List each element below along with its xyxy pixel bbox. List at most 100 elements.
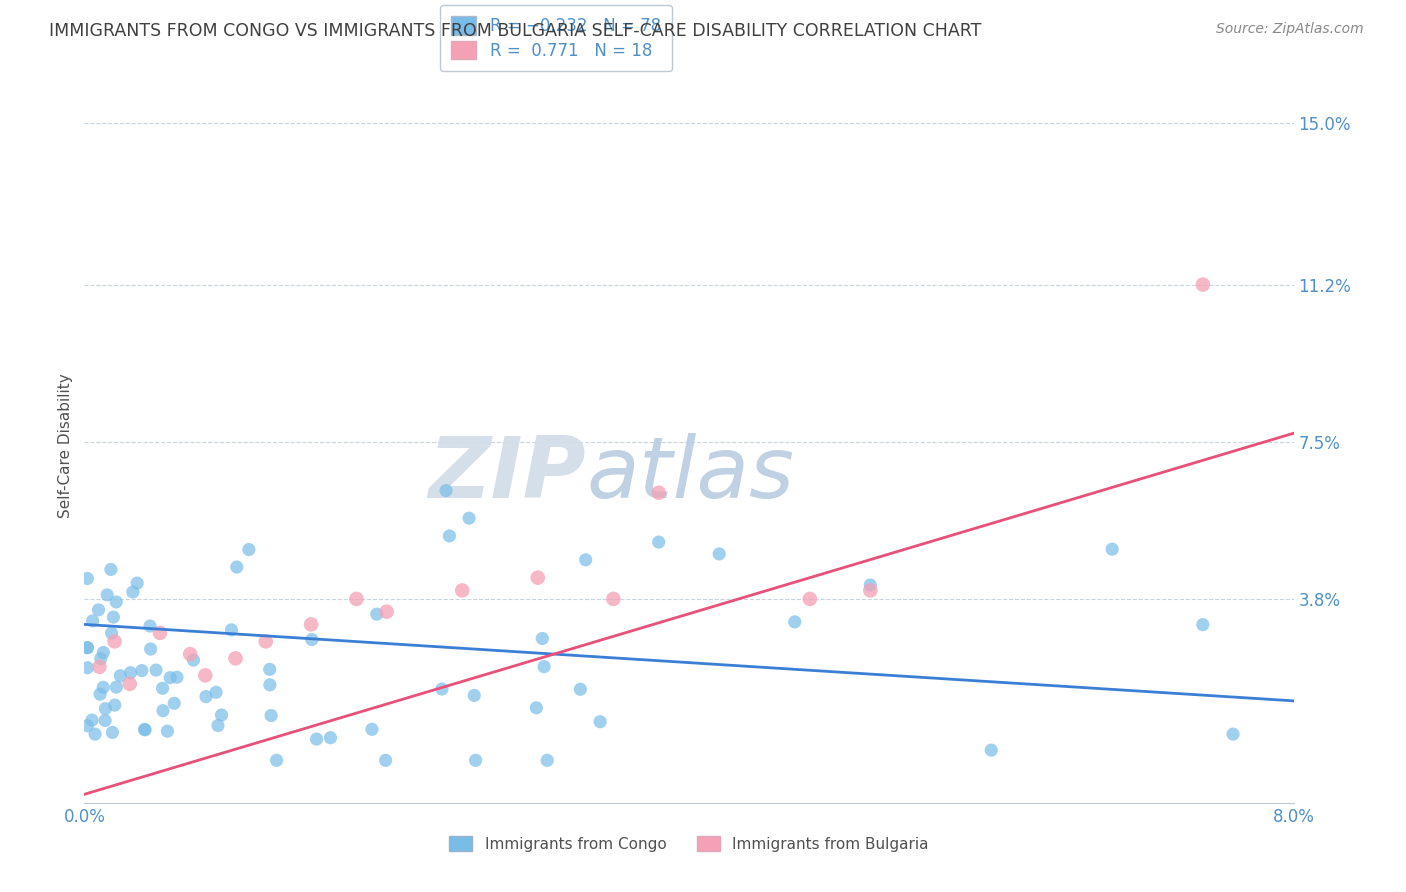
Point (90, 651, 112, 665)
Point (82, 614, 104, 628)
Point (76, 719, 98, 733)
Point (859, 578, 882, 592)
Point (980, 743, 1002, 757)
Point (531, 632, 554, 646)
Point (463, 689, 485, 703)
Point (139, 619, 162, 633)
Point (451, 583, 474, 598)
Point (118, 677, 141, 691)
Point (254, 634, 277, 648)
Point (89, 687, 111, 701)
Text: IMMIGRANTS FROM CONGO VS IMMIGRANTS FROM BULGARIA SELF-CARE DISABILITY CORRELATI: IMMIGRANTS FROM CONGO VS IMMIGRANTS FROM… (49, 22, 981, 40)
Point (1101, 542, 1123, 557)
Point (207, 718, 229, 732)
Point (127, 576, 149, 591)
Text: atlas: atlas (586, 433, 794, 516)
Point (94, 714, 117, 728)
Text: ZIP: ZIP (429, 433, 586, 516)
Point (434, 483, 457, 498)
Point (105, 680, 128, 694)
Point (131, 664, 153, 678)
Point (211, 708, 233, 723)
Point (103, 610, 125, 624)
Point (225, 651, 247, 665)
Point (569, 682, 592, 697)
Point (299, 617, 322, 632)
Point (709, 547, 731, 561)
Text: Source: ZipAtlas.com: Source: ZipAtlas.com (1216, 22, 1364, 37)
Point (110, 669, 132, 683)
Point (602, 591, 624, 606)
Point (195, 690, 218, 704)
Point (152, 681, 174, 696)
Point (527, 571, 550, 585)
Point (179, 647, 201, 661)
Point (152, 704, 174, 718)
Point (439, 529, 461, 543)
Point (134, 723, 156, 737)
Point (361, 723, 384, 737)
Point (305, 732, 328, 747)
Point (524, 700, 547, 714)
Point (266, 753, 288, 767)
Point (156, 724, 179, 739)
Point (859, 583, 882, 598)
Point (259, 678, 281, 692)
Legend: Immigrants from Congo, Immigrants from Bulgaria: Immigrants from Congo, Immigrants from B… (441, 828, 936, 859)
Point (104, 698, 127, 712)
Point (799, 591, 821, 606)
Point (238, 542, 260, 557)
Point (76, 661, 98, 675)
Point (194, 668, 217, 682)
Point (783, 615, 806, 629)
Point (100, 562, 122, 576)
Point (183, 653, 205, 667)
Point (225, 560, 247, 574)
Point (91, 645, 114, 659)
Point (96, 588, 118, 602)
Point (121, 585, 143, 599)
Point (589, 714, 612, 729)
Point (100, 626, 122, 640)
Point (430, 681, 453, 696)
Point (101, 725, 124, 739)
Point (464, 753, 486, 767)
Y-axis label: Self-Care Disability: Self-Care Disability (58, 374, 73, 518)
Point (80, 713, 103, 727)
Point (1222, 727, 1244, 741)
Point (205, 685, 228, 699)
Point (139, 642, 162, 657)
Point (260, 708, 283, 723)
Point (1192, 277, 1215, 292)
Point (91, 681, 114, 695)
Point (76, 572, 98, 586)
Point (221, 623, 243, 637)
Point (76, 640, 98, 655)
Point (648, 535, 671, 549)
Point (163, 696, 186, 710)
Point (134, 723, 156, 737)
Point (374, 753, 396, 767)
Point (1192, 617, 1215, 632)
Point (301, 632, 323, 647)
Point (84, 727, 107, 741)
Point (648, 485, 671, 500)
Point (94, 701, 117, 715)
Point (87, 603, 110, 617)
Point (166, 670, 188, 684)
Point (366, 607, 388, 622)
Point (375, 605, 398, 619)
Point (104, 634, 127, 648)
Point (575, 553, 598, 567)
Point (346, 591, 368, 606)
Point (458, 511, 481, 525)
Point (145, 663, 167, 677)
Point (120, 665, 142, 680)
Point (89, 660, 111, 674)
Point (149, 626, 172, 640)
Point (319, 731, 342, 745)
Point (159, 671, 181, 685)
Point (105, 595, 128, 609)
Point (533, 659, 555, 673)
Point (76, 640, 98, 655)
